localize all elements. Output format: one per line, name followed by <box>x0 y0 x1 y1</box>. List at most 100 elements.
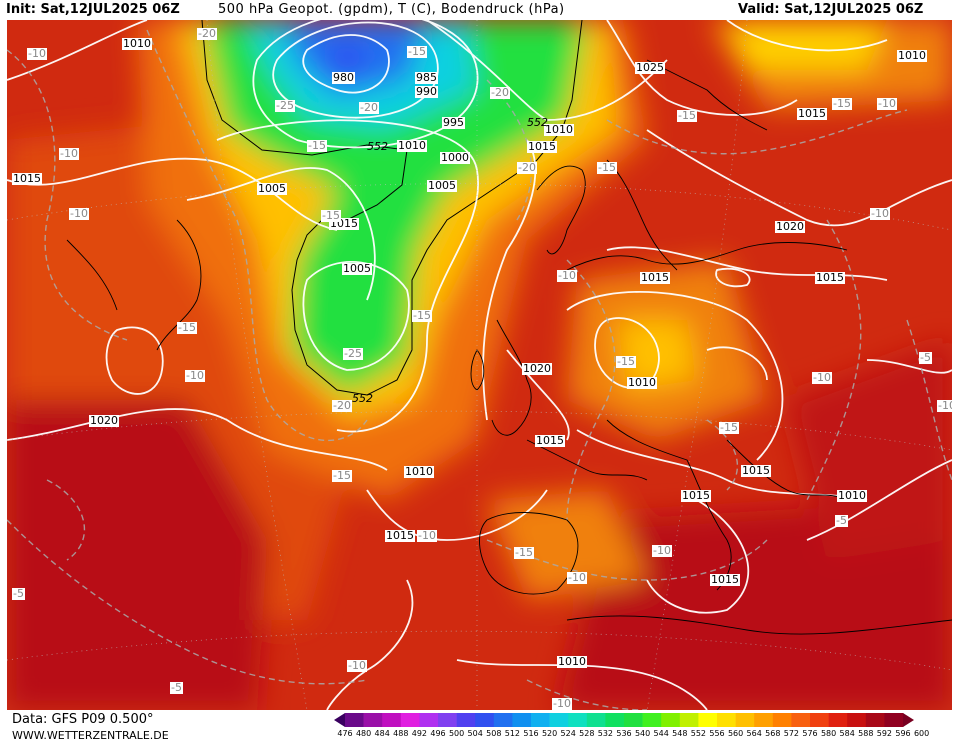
weather-map: 1010 1015 1005 1015 1005 980 985 990 995 1010 1000… <box>7 20 952 710</box>
colorbar-cell <box>791 713 811 727</box>
map-title: 500 hPa Geopot. (gpdm), T (C), Bodendruc… <box>218 2 565 17</box>
data-source: Data: GFS P09 0.500° <box>12 712 154 727</box>
colorbar-tick-label: 540 <box>634 729 651 738</box>
isobar-label: 1015 <box>527 140 557 153</box>
colorbar-tick-label: 480 <box>355 729 372 738</box>
isobar-label: 1015 <box>12 172 42 185</box>
isotherm-label: -15 <box>719 421 739 434</box>
colorbar-tick-label: 592 <box>876 729 893 738</box>
isotherm-label: -15 <box>332 469 352 482</box>
isobar-label: 1010 <box>837 489 867 502</box>
isobar-label: 1015 <box>681 489 711 502</box>
colorbar-cell <box>661 713 681 727</box>
colorbar-tick-label: 556 <box>709 729 725 738</box>
isotherm-label: -10 <box>557 269 577 282</box>
colorbar-cell <box>568 713 588 727</box>
colorbar-cell <box>828 713 848 727</box>
colorbar-tick-label: 536 <box>616 729 632 738</box>
colorbar-cell <box>475 713 495 727</box>
isobar-label: 1015 <box>815 271 845 284</box>
isobar-label: 1005 <box>257 182 287 195</box>
isotherm-label: -25 <box>275 99 295 112</box>
isotherm-label: -15 <box>677 109 697 122</box>
colorbar-tick-label: 588 <box>858 729 874 738</box>
colorbar-tick-label: 524 <box>560 729 576 738</box>
isobar-label: 1020 <box>89 414 119 427</box>
isobar-label: 1015 <box>535 434 565 447</box>
colorbar-labels: 476 480 484 488 492 496 500 504 508 512 516 520 524 5… <box>337 729 945 741</box>
isotherm-label: -10 <box>870 207 890 220</box>
isotherm-label: -5 <box>12 587 25 600</box>
colorbar-cell <box>345 713 364 727</box>
isotherm-label: -5 <box>170 681 183 694</box>
isobar-label: 1015 <box>640 271 670 284</box>
colorbar-tick-label: 568 <box>765 729 781 738</box>
isotherm-label: -15 <box>321 209 341 222</box>
isobar-label: 1020 <box>775 220 805 233</box>
isobar-label: 1015 <box>710 573 740 586</box>
colorbar-tick-label: 552 <box>690 729 707 738</box>
geopotential-label: 552 <box>527 116 548 129</box>
colorbar-cell <box>456 713 476 727</box>
isotherm-label: -10 <box>27 47 47 60</box>
isotherm-label: -25 <box>343 347 363 360</box>
isobar-label: 1020 <box>522 362 552 375</box>
isotherm-label: -10 <box>69 207 89 220</box>
colorbar-tick-label: 532 <box>597 729 614 738</box>
isobar-label: 1000 <box>440 151 470 164</box>
isotherm-label: -15 <box>412 309 432 322</box>
colorbar-cell <box>400 713 420 727</box>
colorbar-tick-label: 488 <box>393 729 409 738</box>
isotherm-label: -20 <box>490 86 510 99</box>
colorbar-cell <box>865 713 885 727</box>
colorbar-tick-label: 504 <box>467 729 483 738</box>
isobar-label: 1010 <box>627 376 657 389</box>
colorbar-cell <box>810 713 829 727</box>
isotherm-label: -10 <box>877 97 897 110</box>
isobar-label: 980 <box>332 71 355 84</box>
colorbar-cell <box>624 713 643 727</box>
colorbar-tick-label: 496 <box>430 729 446 738</box>
isotherm-label: -15 <box>597 161 617 174</box>
isobar-label: 1015 <box>797 107 827 120</box>
isobar-label: 1025 <box>635 61 665 74</box>
colorbar-tick-label: 596 <box>895 729 911 738</box>
colorbar-tick-label: 572 <box>783 729 800 738</box>
isobar-label: 1010 <box>544 123 574 136</box>
isobar-label: 1010 <box>557 655 587 668</box>
colorbar-cell <box>735 713 755 727</box>
isobar-label: 985 <box>415 71 438 84</box>
isobar-label: 1015 <box>741 464 771 477</box>
isotherm-label: -10 <box>347 659 367 672</box>
colorbar-tick-label: 576 <box>802 729 818 738</box>
colorbar-cell <box>493 713 513 727</box>
isotherm-label: -10 <box>652 544 672 557</box>
geopotential-label: 552 <box>352 392 373 405</box>
colorbar-cell <box>438 713 457 727</box>
isotherm-label: -20 <box>332 399 352 412</box>
colorbar-cell <box>382 713 402 727</box>
map-fields <box>7 20 952 710</box>
init-time: Init: Sat,12JUL2025 06Z <box>6 2 180 17</box>
isobar-label: 995 <box>442 116 465 129</box>
isotherm-label: -20 <box>359 101 379 114</box>
colorbar-cell <box>419 713 439 727</box>
isotherm-label: -15 <box>307 139 327 152</box>
isotherm-label: -10 <box>812 371 832 384</box>
header: Init: Sat,12JUL2025 06Z 500 hPa Geopot. … <box>0 0 959 20</box>
colorbar <box>334 713 914 727</box>
colorbar-cell <box>586 713 606 727</box>
isobar-label: 1010 <box>404 465 434 478</box>
colorbar-cell <box>679 713 699 727</box>
isotherm-label: -5 <box>919 351 932 364</box>
site-url: WWW.WETTERZENTRALE.DE <box>12 729 169 742</box>
colorbar-tick-label: 500 <box>448 729 465 738</box>
isobar-label: 990 <box>415 85 438 98</box>
colorbar-tick-label: 600 <box>913 729 930 738</box>
isotherm-label: -15 <box>832 97 852 110</box>
colorbar-arrow-left <box>334 713 345 727</box>
isotherm-label: -15 <box>514 546 534 559</box>
colorbar-cell <box>884 713 904 727</box>
colorbar-tick-label: 544 <box>653 729 669 738</box>
colorbar-cell <box>549 713 569 727</box>
